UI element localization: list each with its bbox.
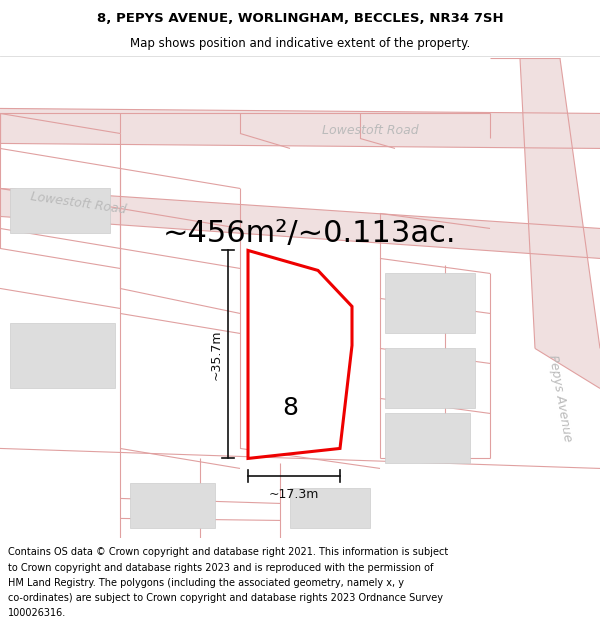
Bar	[290, 489, 370, 528]
Text: Pepys Avenue: Pepys Avenue	[546, 354, 574, 443]
Bar	[385, 414, 470, 464]
Polygon shape	[490, 58, 600, 388]
Text: ~17.3m: ~17.3m	[269, 489, 319, 501]
Text: ~456m²/~0.113ac.: ~456m²/~0.113ac.	[163, 219, 457, 248]
Polygon shape	[248, 251, 352, 459]
Polygon shape	[0, 109, 600, 148]
Text: ~35.7m: ~35.7m	[210, 329, 223, 379]
Text: 8, PEPYS AVENUE, WORLINGHAM, BECCLES, NR34 7SH: 8, PEPYS AVENUE, WORLINGHAM, BECCLES, NR…	[97, 12, 503, 26]
Text: to Crown copyright and database rights 2023 and is reproduced with the permissio: to Crown copyright and database rights 2…	[8, 562, 433, 572]
Text: Map shows position and indicative extent of the property.: Map shows position and indicative extent…	[130, 36, 470, 49]
Text: co-ordinates) are subject to Crown copyright and database rights 2023 Ordnance S: co-ordinates) are subject to Crown copyr…	[8, 593, 443, 603]
Polygon shape	[0, 189, 600, 259]
Bar	[10, 324, 115, 388]
Text: Lowestoft Road: Lowestoft Road	[29, 190, 127, 217]
Bar	[10, 189, 110, 233]
Bar	[385, 274, 475, 334]
Text: Lowestoft Road: Lowestoft Road	[322, 124, 418, 137]
Text: HM Land Registry. The polygons (including the associated geometry, namely x, y: HM Land Registry. The polygons (includin…	[8, 578, 404, 587]
Text: 8: 8	[282, 396, 298, 421]
Text: Contains OS data © Crown copyright and database right 2021. This information is : Contains OS data © Crown copyright and d…	[8, 548, 448, 558]
Text: 100026316.: 100026316.	[8, 608, 66, 618]
Bar	[385, 349, 475, 409]
Bar	[262, 279, 317, 321]
Bar	[130, 484, 215, 528]
Bar	[260, 358, 328, 424]
